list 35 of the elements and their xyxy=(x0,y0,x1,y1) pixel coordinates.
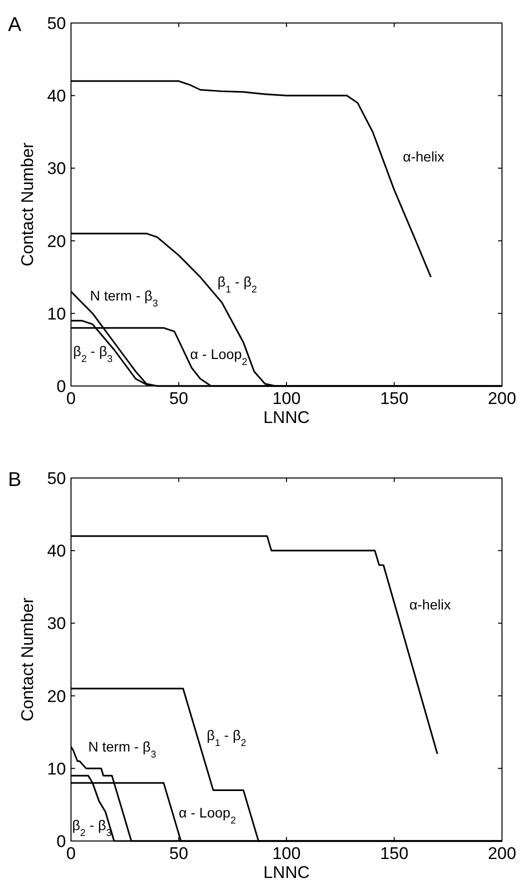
y-tick-label: 0 xyxy=(56,377,66,396)
series-label: N term - β$_{3}$ xyxy=(88,738,157,760)
y-tick-label: 30 xyxy=(47,614,66,634)
x-tick-label: 100 xyxy=(272,844,301,863)
series-label: α-helix xyxy=(409,596,451,612)
y-tick-label: 10 xyxy=(47,759,66,778)
series-label: α - Loop$_{2}$ xyxy=(190,346,248,368)
y-tick-label: 40 xyxy=(47,86,66,106)
y-axis-title: Contact Number xyxy=(18,597,37,722)
series-label: β$_{2}$ - β$_{3}$ xyxy=(73,343,114,365)
series-label: α-helix xyxy=(402,148,444,165)
x-tick-label: 50 xyxy=(169,844,188,863)
x-tick-label: 200 xyxy=(488,389,516,408)
chart-title: A xyxy=(8,14,22,36)
x-tick-label: 150 xyxy=(380,389,408,408)
series-label: α - Loop$_{2}$ xyxy=(178,804,236,826)
y-tick-label: 10 xyxy=(47,304,66,324)
y-tick-label: 0 xyxy=(56,832,66,851)
y-tick-label: 30 xyxy=(47,159,66,178)
x-tick-label: 100 xyxy=(272,389,301,408)
y-tick-label: 20 xyxy=(47,232,66,251)
x-tick-label: 200 xyxy=(488,844,516,863)
series-label: β$_{1}$ - β$_{2}$ xyxy=(206,727,246,749)
y-tick-label: 50 xyxy=(47,14,66,33)
series-label: β$_{1}$ - β$_{2}$ xyxy=(218,273,258,295)
y-tick-label: 40 xyxy=(47,542,66,561)
x-axis-title: LNNC xyxy=(263,408,310,427)
series-label: N term - β$_{3}$ xyxy=(90,287,158,309)
y-tick-label: 50 xyxy=(47,469,66,488)
x-tick-label: 150 xyxy=(380,844,408,863)
y-axis-title: Contact Number xyxy=(18,142,37,266)
x-axis-title: LNNC xyxy=(263,863,310,882)
chart-title: B xyxy=(8,469,22,491)
x-tick-label: 50 xyxy=(169,389,188,408)
y-tick-label: 20 xyxy=(47,686,66,706)
